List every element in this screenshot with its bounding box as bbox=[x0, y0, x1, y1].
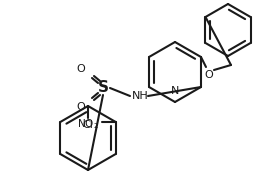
Text: NO$_2$: NO$_2$ bbox=[77, 117, 99, 131]
Text: Cl: Cl bbox=[83, 120, 93, 130]
Text: O: O bbox=[77, 64, 85, 74]
Text: NH: NH bbox=[132, 91, 148, 101]
Text: O: O bbox=[205, 70, 213, 80]
Text: S: S bbox=[98, 81, 108, 96]
Text: N: N bbox=[171, 86, 179, 96]
Text: O: O bbox=[77, 102, 85, 112]
